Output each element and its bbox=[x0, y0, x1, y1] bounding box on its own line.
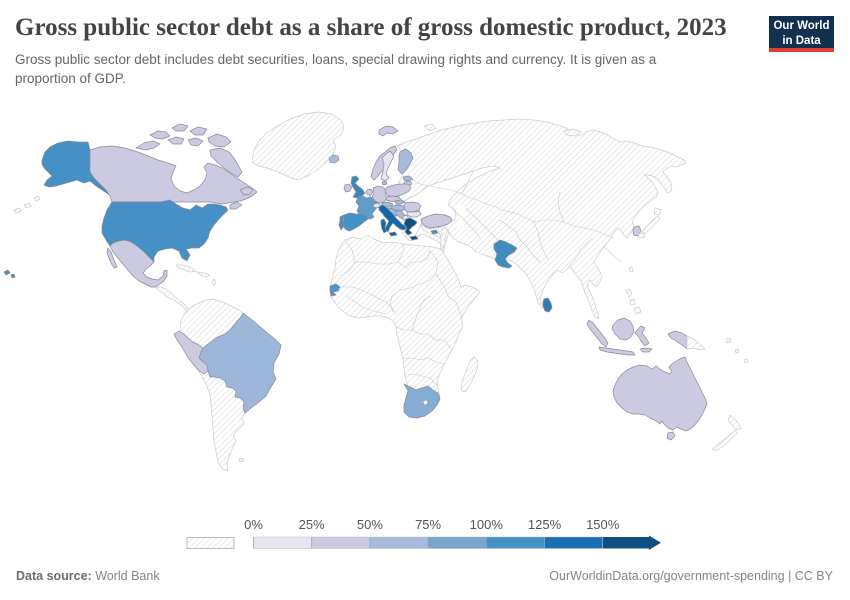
svg-text:150%: 150% bbox=[586, 517, 620, 532]
svg-text:75%: 75% bbox=[415, 517, 441, 532]
svg-text:50%: 50% bbox=[357, 517, 383, 532]
svg-text:25%: 25% bbox=[299, 517, 325, 532]
svg-text:100%: 100% bbox=[470, 517, 504, 532]
svg-text:0%: 0% bbox=[244, 517, 263, 532]
svg-text:125%: 125% bbox=[528, 517, 562, 532]
